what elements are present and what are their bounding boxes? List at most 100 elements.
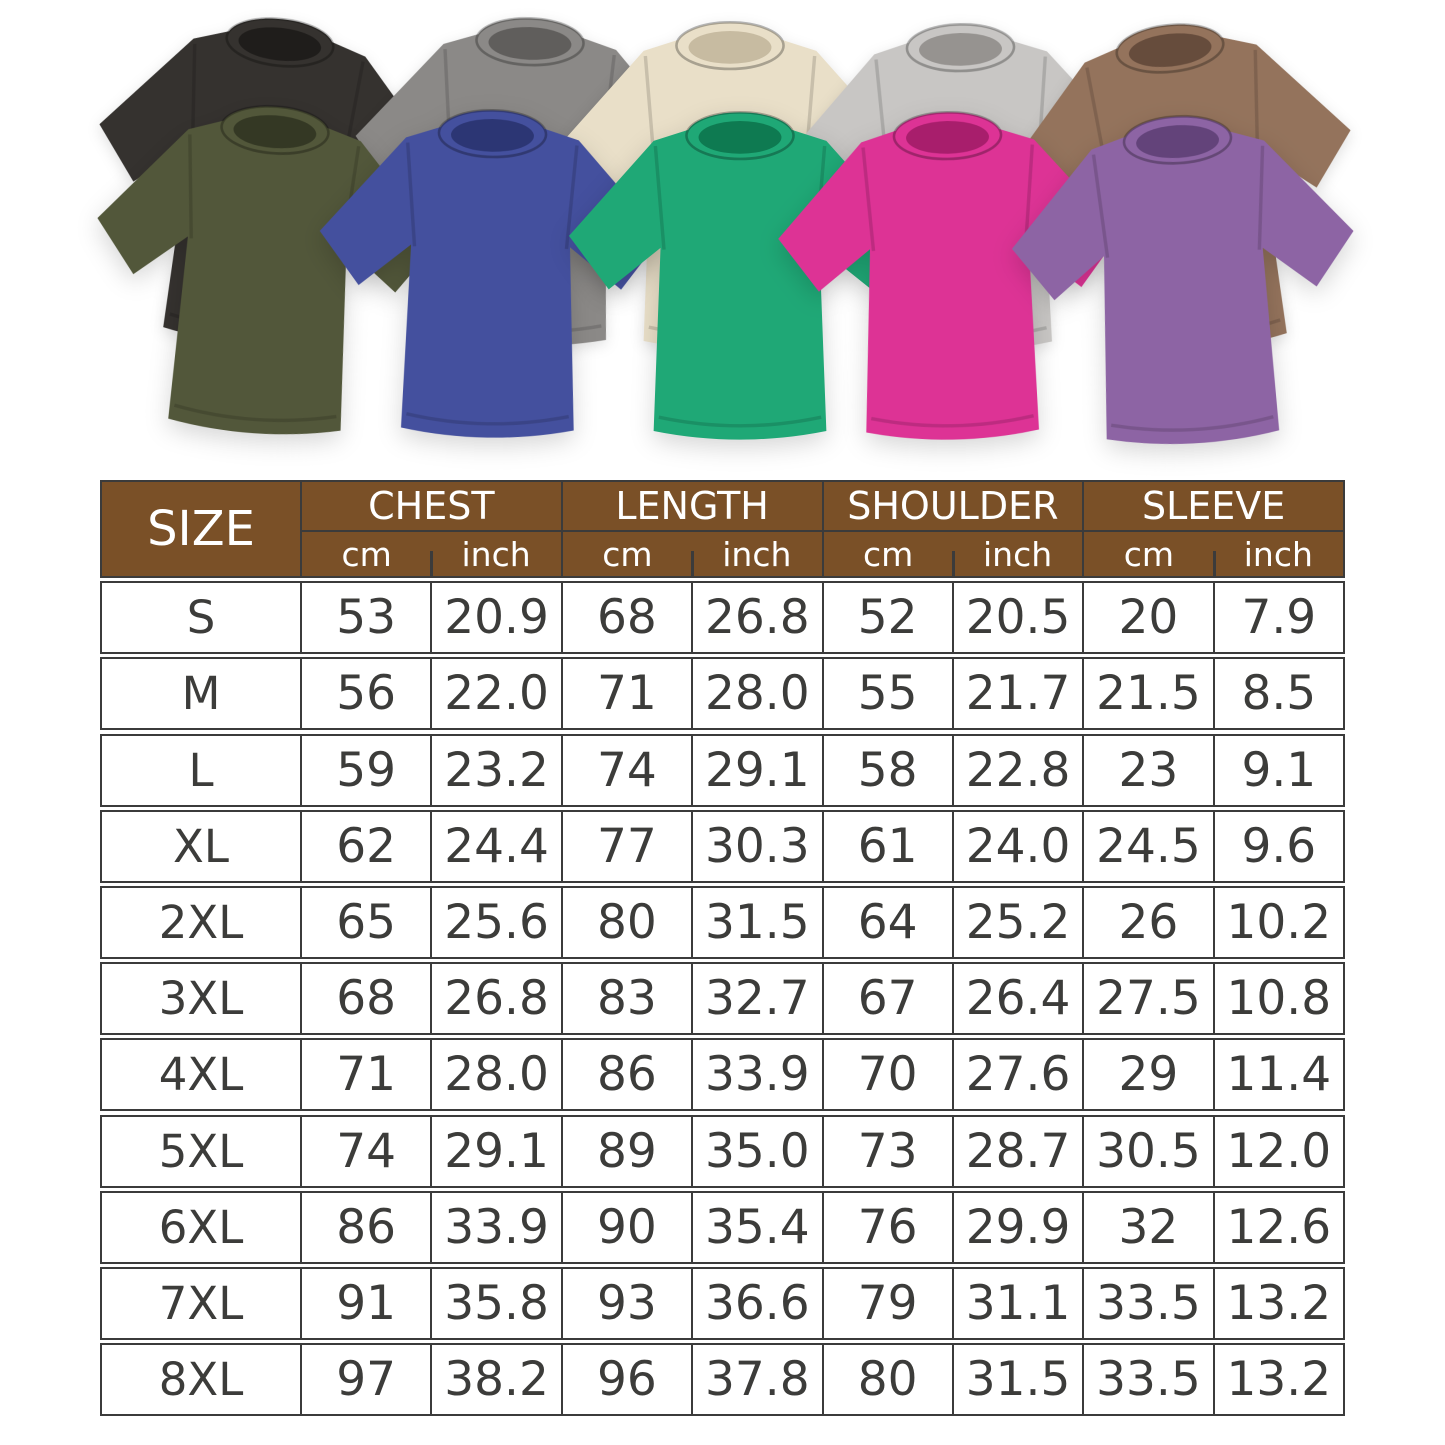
unit-label-inch: inch [1212, 532, 1343, 578]
chest-inch-cell: 33.9 [430, 1192, 560, 1262]
size-row-4xl: 4XL 71 28.0 86 33.9 70 27.6 29 11.4 [100, 1038, 1345, 1112]
size-label-cell: S [186, 591, 216, 645]
group-units: cm inch [824, 532, 1083, 578]
sleeve-cm-cell: 21.5 [1082, 659, 1212, 729]
tshirt-purple [986, 100, 1384, 465]
chest-inch-cell: 20.9 [430, 583, 560, 653]
sleeve-inch-cell: 10.8 [1212, 964, 1343, 1034]
shoulder-cm-cell: 52 [821, 583, 952, 653]
size-row-3xl: 3XL 68 26.8 83 32.7 67 26.4 27.5 10.8 [100, 962, 1345, 1036]
length-cm-cell: 71 [560, 659, 691, 729]
size-row-7xl: 7XL 91 35.8 93 36.6 79 31.1 33.5 13.2 [100, 1266, 1345, 1340]
chest-cm-cell: 91 [300, 1268, 430, 1338]
length-cm-cell: 74 [560, 735, 691, 805]
group-label: SHOULDER [823, 482, 1083, 532]
length-inch-cell: 35.4 [691, 1192, 821, 1262]
unit-label-cm: cm [341, 534, 392, 574]
shoulder-cm-cell: 73 [821, 1116, 952, 1186]
size-row-m: M 56 22.0 71 28.0 55 21.7 21.5 8.5 [100, 657, 1345, 731]
size-row-s: S 53 20.9 68 26.8 52 20.5 20 7.9 [100, 581, 1345, 655]
chest-cm-cell: 65 [300, 887, 430, 957]
size-label-cell: 5XL [158, 1124, 244, 1178]
header-group-sleeve: SLEEVE cm inch [1082, 482, 1343, 578]
header-group-length: LENGTH cm inch [560, 482, 822, 578]
group-label: CHEST [302, 482, 561, 532]
size-label-cell: 4XL [158, 1048, 244, 1102]
tshirt-gallery [0, 0, 1445, 475]
shoulder-inch-cell: 21.7 [951, 659, 1082, 729]
size-chart-header: SIZE CHEST cm inch LENGTH cm inch SHOULD… [100, 480, 1345, 578]
length-cm-cell: 93 [560, 1268, 691, 1338]
size-column-header: SIZE [147, 501, 255, 557]
shoulder-inch-cell: 28.7 [951, 1116, 1082, 1186]
length-inch-cell: 31.5 [691, 887, 821, 957]
chest-inch-cell: 38.2 [430, 1345, 560, 1415]
group-units: cm inch [302, 532, 561, 578]
size-row-xl: XL 62 24.4 77 30.3 61 24.0 24.5 9.6 [100, 809, 1345, 883]
chest-inch-cell: 35.8 [430, 1268, 560, 1338]
sleeve-cm-cell: 27.5 [1082, 964, 1212, 1034]
unit-label-cm: cm [602, 534, 653, 574]
size-label-cell: M [181, 667, 221, 721]
sleeve-cm-cell: 23 [1082, 735, 1212, 805]
length-inch-cell: 26.8 [691, 583, 821, 653]
unit-label-cm: cm [863, 534, 914, 574]
chest-cm-cell: 71 [300, 1040, 430, 1110]
size-label-cell: L [188, 743, 214, 797]
unit-label-inch: inch [430, 532, 560, 578]
shoulder-cm-cell: 70 [821, 1040, 952, 1110]
sleeve-inch-cell: 7.9 [1212, 583, 1343, 653]
length-cm-cell: 96 [560, 1345, 691, 1415]
size-chart-table: SIZE CHEST cm inch LENGTH cm inch SHOULD… [100, 480, 1345, 1417]
shoulder-inch-cell: 20.5 [951, 583, 1082, 653]
chest-cm-cell: 68 [300, 964, 430, 1034]
shoulder-inch-cell: 27.6 [951, 1040, 1082, 1110]
length-inch-cell: 29.1 [691, 735, 821, 805]
chest-cm-cell: 97 [300, 1345, 430, 1415]
shoulder-cm-cell: 55 [821, 659, 952, 729]
chest-inch-cell: 26.8 [430, 964, 560, 1034]
length-inch-cell: 36.6 [691, 1268, 821, 1338]
chest-inch-cell: 23.2 [430, 735, 560, 805]
chest-inch-cell: 25.6 [430, 887, 560, 957]
shoulder-inch-cell: 26.4 [951, 964, 1082, 1034]
chest-cm-cell: 53 [300, 583, 430, 653]
sleeve-inch-cell: 10.2 [1212, 887, 1343, 957]
size-label-cell: 6XL [158, 1200, 244, 1254]
size-row-8xl: 8XL 97 38.2 96 37.8 80 31.5 33.5 13.2 [100, 1343, 1345, 1417]
length-cm-cell: 83 [560, 964, 691, 1034]
sleeve-inch-cell: 8.5 [1212, 659, 1343, 729]
shoulder-cm-cell: 58 [821, 735, 952, 805]
length-inch-cell: 30.3 [691, 811, 821, 881]
sleeve-cm-cell: 32 [1082, 1192, 1212, 1262]
shoulder-cm-cell: 67 [821, 964, 952, 1034]
shoulder-cm-cell: 76 [821, 1192, 952, 1262]
chest-cm-cell: 56 [300, 659, 430, 729]
group-units: cm inch [563, 532, 822, 578]
sleeve-cm-cell: 33.5 [1082, 1345, 1212, 1415]
length-inch-cell: 32.7 [691, 964, 821, 1034]
size-label-cell: 8XL [158, 1353, 244, 1407]
chest-inch-cell: 29.1 [430, 1116, 560, 1186]
shoulder-cm-cell: 61 [821, 811, 952, 881]
size-label-cell: 7XL [158, 1276, 244, 1330]
shoulder-cm-cell: 64 [821, 887, 952, 957]
chest-cm-cell: 62 [300, 811, 430, 881]
shoulder-inch-cell: 29.9 [951, 1192, 1082, 1262]
group-label: LENGTH [562, 482, 822, 532]
sleeve-cm-cell: 30.5 [1082, 1116, 1212, 1186]
sleeve-inch-cell: 12.6 [1212, 1192, 1343, 1262]
sleeve-inch-cell: 12.0 [1212, 1116, 1343, 1186]
length-inch-cell: 28.0 [691, 659, 821, 729]
length-inch-cell: 33.9 [691, 1040, 821, 1110]
sleeve-cm-cell: 26 [1082, 887, 1212, 957]
length-inch-cell: 37.8 [691, 1345, 821, 1415]
length-cm-cell: 80 [560, 887, 691, 957]
length-cm-cell: 90 [560, 1192, 691, 1262]
header-group-chest: CHEST cm inch [300, 482, 561, 578]
tshirt-graphic [1003, 105, 1366, 455]
length-inch-cell: 35.0 [691, 1116, 821, 1186]
size-row-2xl: 2XL 65 25.6 80 31.5 64 25.2 26 10.2 [100, 885, 1345, 959]
sleeve-inch-cell: 13.2 [1212, 1268, 1343, 1338]
